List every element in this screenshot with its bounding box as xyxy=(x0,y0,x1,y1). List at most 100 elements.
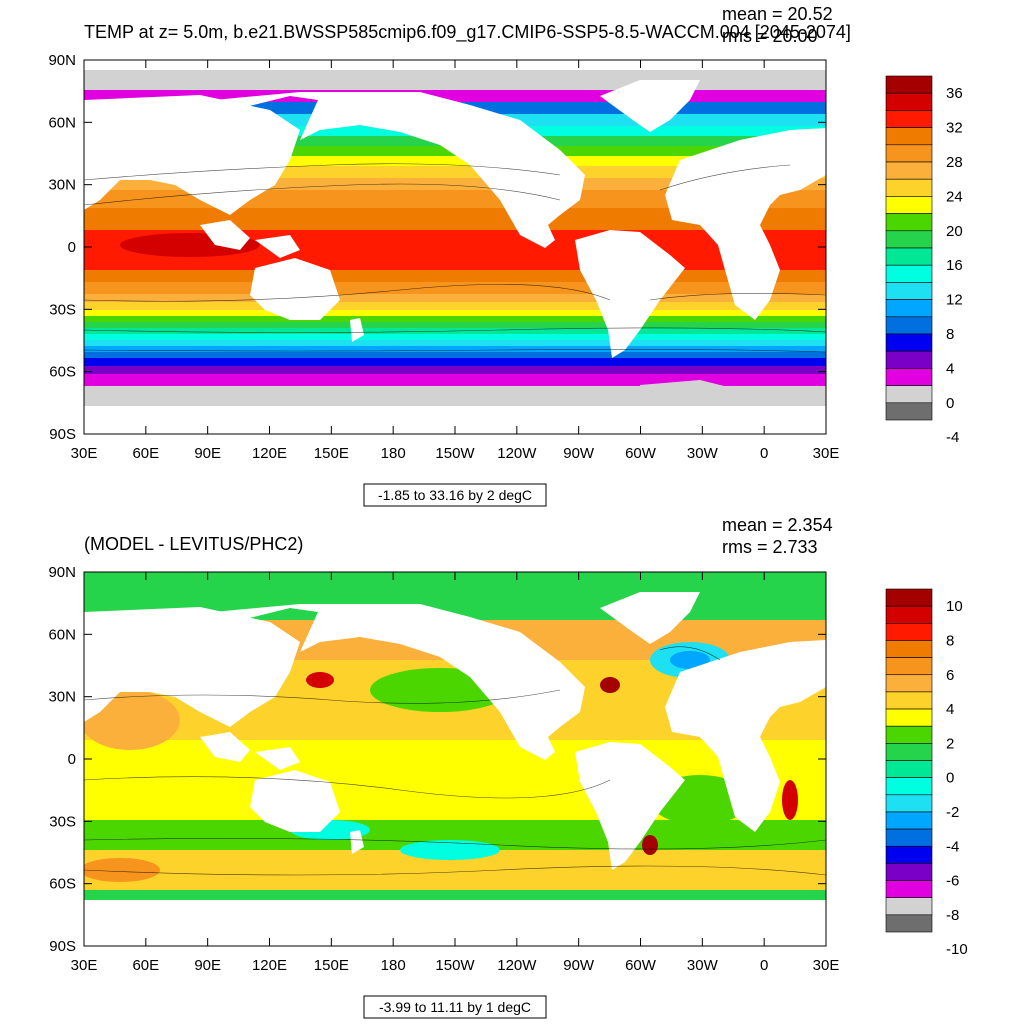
panel-1-colorbar-label: 24 xyxy=(946,188,963,205)
panel-2-colorbar-swatch xyxy=(885,777,933,796)
panel-1-colorbar-swatch xyxy=(885,92,933,111)
panel-1-colorbar-swatch xyxy=(885,402,933,421)
panel-1-colorbar-swatch xyxy=(885,368,933,386)
panel-2-rms: rms = 2.733 xyxy=(722,537,818,557)
panel-2-colorbar-swatch xyxy=(885,605,933,624)
panel-1-colorbar-swatch xyxy=(885,127,933,146)
panel-2-range-label: -3.99 to 11.11 by 1 degC xyxy=(379,999,531,1015)
panel-1-title: TEMP at z= 5.0m, b.e21.BWSSP585cmip6.f09… xyxy=(84,22,851,43)
panel-2-map xyxy=(84,572,826,946)
panel-1-colorbar-swatch xyxy=(885,385,933,404)
panel-1-colorbar-label: 20 xyxy=(946,223,963,240)
panel-1-x-tick-label: 0 xyxy=(760,445,768,462)
panel-2-colorbar-swatch xyxy=(885,691,933,710)
panel-1-y-tick-label: 90N xyxy=(48,52,76,69)
panel-1-x-tick-label: 150W xyxy=(435,445,475,462)
panel-2-colorbar-label: 10 xyxy=(946,598,963,615)
panel-2-colorbar-swatch xyxy=(885,811,933,830)
panel-2-x-tick-label: 0 xyxy=(760,957,768,974)
panel-1-x-tick-label: 180 xyxy=(381,445,406,462)
panel-2-x-tick-label: 60E xyxy=(132,957,159,974)
panel-1-x-tick-label: 30W xyxy=(687,445,719,462)
panel-2-colorbar-swatch xyxy=(885,880,933,898)
panel-2-range-box xyxy=(363,995,547,1019)
panel-1-x-tick-label: 60W xyxy=(625,445,657,462)
panel-2-x-tick-label: 90E xyxy=(194,957,221,974)
panel-2-colorbar-label: 4 xyxy=(946,701,954,718)
panel-1-colorbar-swatch xyxy=(885,316,933,335)
panel-1-x-tick-label: 90E xyxy=(194,445,221,462)
panel-2-axes: 30E 60E 90E 120E 150E 180 150W 120W 90W 60W 30W 0 30… xyxy=(48,564,839,974)
panel-1: TEMP at z= 5.0m, b.e21.BWSSP585cmip6.f09… xyxy=(48,4,963,507)
panel-2-x-tick-label: 120E xyxy=(252,957,287,974)
panel-1-colorbar-swatch xyxy=(885,333,933,352)
panel-1-colorbar-swatch xyxy=(885,230,933,249)
panel-2-colorbar-swatch xyxy=(885,845,933,864)
panel-2-x-tick-label: 60W xyxy=(625,957,657,974)
panel-1-colorbar-label: 32 xyxy=(946,120,963,137)
panel-1-colorbar-swatch xyxy=(885,247,933,266)
panel-1-colorbar: 36 32 28 24 20 16 12 8 4 0 -4 xyxy=(885,75,963,446)
panel-2-colorbar-swatch xyxy=(885,897,933,916)
panel-1-map xyxy=(84,60,826,434)
panel-2-colorbar-label: 2 xyxy=(946,735,954,752)
panel-2-colorbar-swatch xyxy=(885,708,933,727)
panel-2-x-tick-label: 90W xyxy=(563,957,595,974)
panel-2-colorbar-swatch xyxy=(885,725,933,744)
panel-1-y-tick-label: 30S xyxy=(49,301,76,318)
panel-1-range-box xyxy=(363,483,547,507)
panel-2-y-tick-label: 0 xyxy=(68,751,76,768)
panel-1-mean: mean = 20.52 xyxy=(722,4,833,24)
panel-1-colorbar-swatch xyxy=(885,213,933,232)
panel-1-colorbar-label: -4 xyxy=(946,429,959,446)
panel-2-mean: mean = 2.354 xyxy=(722,515,833,535)
panel-1-colorbar-label: 12 xyxy=(946,292,963,309)
panel-2-colorbar-swatch xyxy=(885,914,933,933)
panel-2-colorbar-swatch xyxy=(885,863,933,881)
panel-2-title: (MODEL - LEVITUS/PHC2) xyxy=(84,534,303,554)
panel-1-axes: 30E 60E 90E 120E 150E 180 150W 120W 90W 60W 30W 0 30… xyxy=(48,52,839,462)
panel-1-range-label: -1.85 to 33.16 by 2 degC xyxy=(378,487,532,503)
panel-2-x-tick-label: 180 xyxy=(381,957,406,974)
panel-1-colorbar-swatch xyxy=(885,350,933,369)
panel-1-y-tick-label: 0 xyxy=(68,239,76,256)
panel-2-colorbar-swatch xyxy=(885,794,933,813)
panel-2-colorbar-label: 8 xyxy=(946,632,954,649)
panel-1-colorbar-swatch xyxy=(885,110,933,128)
panel-1-y-tick-label: 60N xyxy=(48,114,76,131)
panel-1-x-tick-label: 120W xyxy=(497,445,537,462)
panel-2-colorbar-label: -10 xyxy=(946,941,968,958)
panel-2-y-tick-label: 90N xyxy=(48,564,76,581)
panel-1-x-tick-label: 150E xyxy=(314,445,349,462)
panel-1-colorbar-swatch xyxy=(885,161,933,180)
panel-2-x-tick-label: 30E xyxy=(813,957,840,974)
panel-1-colorbar-label: 16 xyxy=(946,257,963,274)
panel-1-colorbar-label: 4 xyxy=(946,360,954,377)
panel-1-colorbar-swatch xyxy=(885,144,933,163)
panel-2-colorbar-label: -8 xyxy=(946,907,959,924)
panel-2-y-tick-label: 60S xyxy=(49,876,76,893)
panel-1-colorbar-swatch xyxy=(885,196,933,214)
panel-1-colorbar-swatch xyxy=(885,264,933,283)
panel-1-colorbar-swatch xyxy=(885,299,933,318)
panel-1-x-tick-label: 120E xyxy=(252,445,287,462)
panel-2-colorbar-swatch xyxy=(885,640,933,658)
panel-2-colorbar-swatch xyxy=(885,588,933,607)
panel-2-colorbar: 10 8 6 4 2 0 -2 -4 -6 -8 -10 xyxy=(885,588,968,958)
panel-1-x-tick-label: 60E xyxy=(132,445,159,462)
panel-1-x-tick-label: 30E xyxy=(71,445,98,462)
panel-2-y-tick-label: 60N xyxy=(48,626,76,643)
panel-2-colorbar-label: 0 xyxy=(946,770,954,787)
panel-1-colorbar-label: 36 xyxy=(946,85,963,102)
panel-1-colorbar-label: 8 xyxy=(946,326,954,343)
panel-2: (MODEL - LEVITUS/PHC2) mean = 2.354 rms … xyxy=(48,515,968,1019)
panel-1-colorbar-swatch xyxy=(885,178,933,197)
panel-2-y-tick-label: 30N xyxy=(48,689,76,706)
panel-2-x-tick-label: 150W xyxy=(435,957,475,974)
panel-2-colorbar-label: 6 xyxy=(946,667,954,684)
panel-1-x-tick-label: 30E xyxy=(813,445,840,462)
panel-2-colorbar-label: -2 xyxy=(946,804,959,821)
panel-1-colorbar-label: 28 xyxy=(946,154,963,171)
panel-2-x-tick-label: 150E xyxy=(314,957,349,974)
